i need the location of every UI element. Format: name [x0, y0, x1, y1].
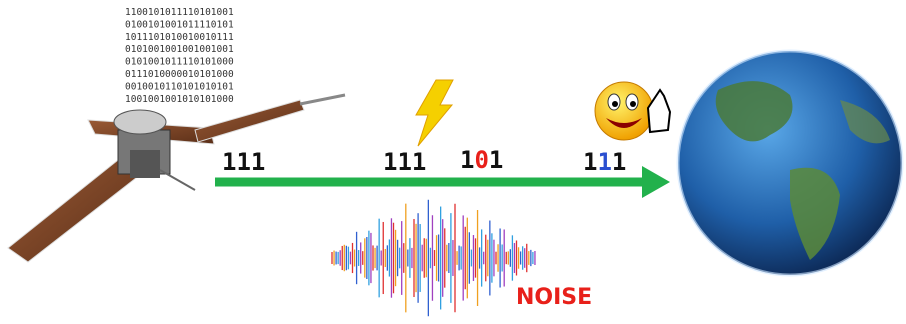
binary-line: 0111010000010101000	[125, 69, 234, 80]
noise-label: NOISE	[516, 285, 592, 310]
digit: 1	[460, 146, 474, 174]
lightning-icon	[416, 80, 453, 146]
binary-line: 1100101011110101001	[125, 7, 234, 18]
corrupted-bits: 101	[460, 146, 503, 174]
binary-line: 1001001001010101000	[125, 94, 234, 105]
digit: 1	[489, 146, 503, 174]
binary-line: 0101001001001001001	[125, 44, 234, 55]
binary-line: 0100101001011110101	[125, 19, 234, 30]
binary-line: 0010010110101010101	[125, 81, 234, 92]
sent-bits: 111	[222, 148, 265, 176]
smiley-icon	[595, 82, 670, 140]
digit: 1	[583, 148, 597, 176]
binary-line: 0101001011110101000	[125, 57, 234, 68]
earth	[678, 51, 902, 275]
flipped-digit: 0	[474, 146, 488, 174]
binary-line: 1011101010010010111	[125, 32, 234, 43]
bits-before-noise: 111	[383, 148, 426, 176]
noise-waveform	[332, 200, 535, 316]
canvas: 1100101011110101001010010100101111010110…	[0, 0, 906, 324]
corrected-digit: 1	[597, 148, 611, 176]
digit: 1	[612, 148, 626, 176]
corrected-bits: 111	[583, 148, 626, 176]
diagram: 1100101011110101001010010100101111010110…	[0, 0, 906, 324]
